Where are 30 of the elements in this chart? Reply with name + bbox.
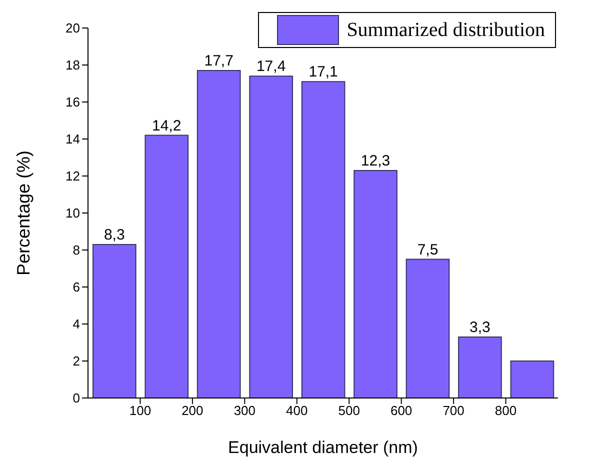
y-tick-label: 16 [66, 94, 80, 110]
text: 17,1 [308, 64, 338, 81]
x-tick-label: 600 [390, 403, 412, 418]
y-tick-label: 4 [72, 316, 80, 332]
text: 7,5 [417, 241, 438, 258]
y-tick-label: 0 [72, 390, 80, 406]
y-tick-label: 12 [66, 168, 80, 184]
x-tick-label: 100 [129, 403, 152, 418]
x-tick-label: 400 [286, 403, 308, 418]
text: 12,3 [360, 152, 390, 170]
text: 3,3 [470, 318, 490, 336]
text: 14,2 [152, 117, 182, 134]
y-tick-label: 8 [72, 242, 80, 258]
y-tick-label: 2 [72, 354, 80, 369]
x-tick-label: 800 [494, 403, 517, 418]
text: 17,4 [256, 58, 286, 76]
y-axis-title: Percentage (%) [13, 150, 34, 276]
y-tick-label: 6 [72, 280, 80, 295]
legend-label: Summarized distribution [346, 18, 545, 42]
text: 8,3 [104, 226, 125, 244]
x-tick-label: 200 [182, 403, 204, 418]
text: 17,7 [204, 52, 234, 70]
x-tick-label: 700 [442, 403, 464, 418]
y-tick-label: 10 [66, 206, 80, 221]
y-tick-label: 20 [66, 20, 80, 36]
y-tick-label: 18 [66, 58, 80, 73]
x-axis-title: Equivalent diameter (nm) [228, 438, 418, 457]
y-tick-label: 14 [66, 132, 80, 147]
x-tick-label: 500 [338, 403, 360, 418]
x-tick-label: 300 [234, 403, 256, 418]
